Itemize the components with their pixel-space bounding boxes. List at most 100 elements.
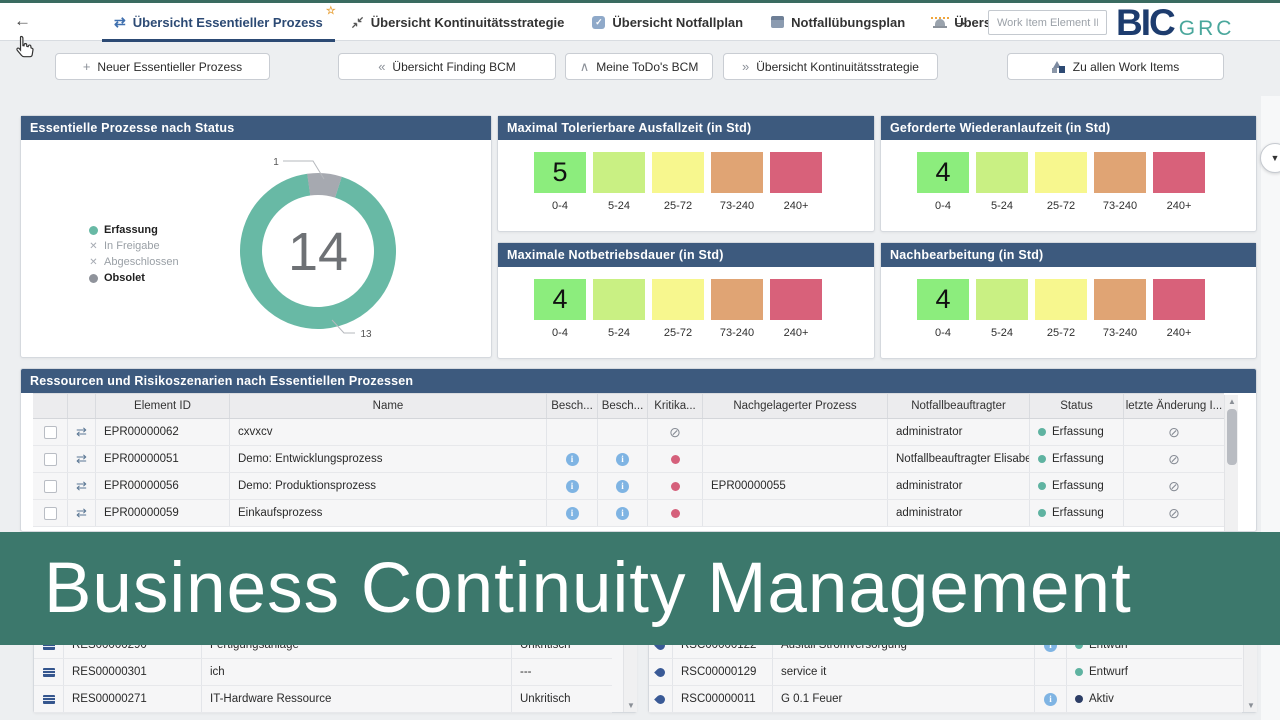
logo-bic: BIC <box>1116 2 1176 43</box>
uebersicht-kontinuitaetsstrategie-button[interactable]: » Übersicht Kontinuitätsstrategie <box>723 53 938 80</box>
col-letzte-aenderung[interactable]: letzte Änderung I... <box>1125 400 1223 412</box>
meine-todos-bcm-button[interactable]: ∧ Meine ToDo's BCM <box>565 53 713 80</box>
col-element-id[interactable]: Element ID <box>96 394 230 418</box>
col-nachgelagerter-prozess[interactable]: Nachgelagerter Prozess <box>703 394 888 418</box>
cell-element-id: EPR00000056 <box>96 473 230 499</box>
kpi-box-green: 5 <box>534 152 586 193</box>
donut-total: 14 <box>288 222 348 282</box>
link-header[interactable] <box>68 394 96 418</box>
cell-name: Demo: Entwicklungsprozess <box>230 446 547 472</box>
cell-element-id: RES00000301 <box>64 659 202 685</box>
table-vertical-scrollbar[interactable]: ▼ <box>1243 632 1257 712</box>
beschreibung-icon[interactable] <box>565 452 579 466</box>
kpi-panel-ausfallzeit: Maximal Tolerierbare Ausfallzeit (in Std… <box>497 115 875 232</box>
callout-obsolet-value: 1 <box>273 157 279 168</box>
beschreibung-icon[interactable] <box>1044 692 1057 706</box>
tab-uebersicht-essentieller-prozess[interactable]: ⇄ Übersicht Essentieller Prozess ☆ <box>100 3 337 42</box>
tab-uebersicht-kontinuitaetsstrategie[interactable]: Übersicht Kontinuitätsstrategie <box>337 3 579 41</box>
table-row[interactable]: RSC00000011 G 0.1 Feuer Aktiv <box>649 686 1242 713</box>
resource-icon <box>42 640 55 650</box>
status-badge: Aktiv <box>1089 693 1114 705</box>
tab-notfalluebungsplan[interactable]: Notfallübungsplan <box>757 3 919 41</box>
double-chevron-left-icon: « <box>378 59 386 74</box>
beschreibung-icon[interactable] <box>565 479 579 493</box>
beschreibung-icon[interactable] <box>616 506 629 520</box>
kpi-box-green: 4 <box>917 152 969 193</box>
scroll-down-arrow-icon[interactable]: ▼ <box>627 701 635 710</box>
kritikalitaet-icon <box>669 424 681 441</box>
col-status[interactable]: Status <box>1030 394 1124 418</box>
table-row[interactable]: RES00000301 ich --- <box>34 659 612 686</box>
neuer-essentieller-prozess-button[interactable]: + Neuer Essentieller Prozess <box>55 53 270 80</box>
select-all-header[interactable] <box>33 394 68 418</box>
table-vertical-scrollbar[interactable]: ▼ <box>623 632 637 712</box>
legend-item-in-freigabe[interactable]: ✕ In Freigabe <box>89 240 160 252</box>
col-name[interactable]: Name <box>230 394 547 418</box>
col-besch-2[interactable]: Besch... <box>598 394 648 418</box>
legend-x-icon: ✕ <box>89 256 98 268</box>
work-item-element-id-input[interactable] <box>988 10 1107 35</box>
row-checkbox[interactable] <box>43 506 57 520</box>
favorite-star-icon[interactable]: ☆ <box>325 5 336 17</box>
swap-arrows-icon[interactable]: ⇄ <box>76 424 87 439</box>
legend-item-obsolet[interactable]: Obsolet <box>89 270 179 286</box>
table-vertical-scrollbar[interactable]: ▲ <box>1224 395 1238 531</box>
cell-name: Demo: Produktionsprozess <box>230 473 547 499</box>
back-arrow-button[interactable]: ← <box>14 11 31 30</box>
kpi-box-yellow <box>652 279 704 320</box>
cell-nachgelagerter-prozess <box>703 419 888 445</box>
status-dot-icon <box>1075 695 1083 703</box>
cell-element-id: EPR00000062 <box>96 419 230 445</box>
kritikalitaet-icon <box>670 508 680 518</box>
swap-arrows-icon[interactable]: ⇄ <box>76 451 87 466</box>
legend-item-erfassung[interactable]: Erfassung <box>89 222 179 238</box>
bic-grc-logo: BIC GRC <box>1116 3 1234 41</box>
status-dot-icon <box>1038 455 1046 463</box>
logo-grc: GRC <box>1178 17 1235 40</box>
legend-item-abgeschlossen[interactable]: ✕ Abgeschlossen <box>89 256 179 268</box>
col-notfallbeauftragter[interactable]: Notfallbeauftragter <box>888 394 1030 418</box>
row-checkbox[interactable] <box>43 479 57 493</box>
status-badge: Erfassung <box>1052 426 1104 438</box>
table-row[interactable]: ⇄ EPR00000059 Einkaufsprozess administra… <box>33 500 1224 527</box>
beschreibung-icon[interactable] <box>616 452 629 466</box>
status-dot-icon <box>1075 668 1083 676</box>
zu-allen-work-items-button[interactable]: Zu allen Work Items <box>1007 53 1224 80</box>
scroll-up-arrow-icon[interactable]: ▲ <box>1228 397 1236 406</box>
kpi-box-orange <box>1094 152 1146 193</box>
kpi-box-lightgreen <box>976 279 1028 320</box>
letzte-aenderung-icon <box>1168 424 1180 441</box>
kpi-box-green: 4 <box>917 279 969 320</box>
table-row[interactable]: ⇄ EPR00000051 Demo: Entwicklungsprozess … <box>33 446 1224 473</box>
status-badge: Erfassung <box>1052 480 1104 492</box>
kpi-box-yellow <box>1035 279 1087 320</box>
tab-overflow-arrow[interactable]: → <box>953 13 968 30</box>
status-badge: Erfassung <box>1052 453 1104 465</box>
table-row[interactable]: ⇄ EPR00000056 Demo: Produktionsprozess E… <box>33 473 1224 500</box>
table-row[interactable]: RES00000271 IT-Hardware Ressource Unkrit… <box>34 686 612 713</box>
kpi-panel-wiederanlaufzeit: Geforderte Wiederanlaufzeit (in Std) 4 0… <box>880 115 1257 232</box>
table-row[interactable]: ⇄ EPR00000062 cxvxcv administrator Erfas… <box>33 419 1224 446</box>
double-chevron-right-icon: » <box>742 59 750 74</box>
kpi-box-lightgreen <box>593 152 645 193</box>
beschreibung-icon[interactable] <box>616 479 629 493</box>
row-checkbox[interactable] <box>43 425 57 439</box>
swap-arrows-icon[interactable]: ⇄ <box>76 505 87 520</box>
scroll-down-arrow-icon[interactable]: ▼ <box>1247 701 1255 710</box>
collapse-arrows-icon <box>351 16 363 28</box>
swap-arrows-icon[interactable]: ⇄ <box>76 478 87 493</box>
cell-name: service it <box>773 659 1035 685</box>
beschreibung-icon[interactable] <box>565 506 579 520</box>
tab-uebersicht-notfallplan[interactable]: ✓ Übersicht Notfallplan <box>578 3 757 41</box>
scrollbar-thumb[interactable] <box>1227 409 1237 465</box>
row-checkbox[interactable] <box>43 452 57 466</box>
col-kritikalitaet[interactable]: Kritika... <box>648 394 703 418</box>
calendar-icon <box>771 16 785 28</box>
col-besch-1[interactable]: Besch... <box>547 394 598 418</box>
panel-title: Ressourcen und Risikoszenarien nach Esse… <box>21 369 1256 393</box>
overlay-banner: Business Continuity Management <box>0 532 1280 645</box>
cell-element-id: RSC00000129 <box>673 659 773 685</box>
uebersicht-finding-bcm-button[interactable]: « Übersicht Finding BCM <box>338 53 556 80</box>
table-row[interactable]: RSC00000129 service it Entwurf <box>649 659 1242 686</box>
siren-icon <box>931 16 950 28</box>
